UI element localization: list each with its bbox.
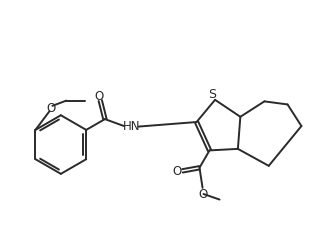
Text: O: O bbox=[94, 89, 103, 102]
Text: O: O bbox=[198, 187, 207, 200]
Text: S: S bbox=[209, 87, 216, 100]
Text: HN: HN bbox=[123, 120, 141, 133]
Text: O: O bbox=[172, 165, 182, 178]
Text: O: O bbox=[46, 102, 56, 115]
